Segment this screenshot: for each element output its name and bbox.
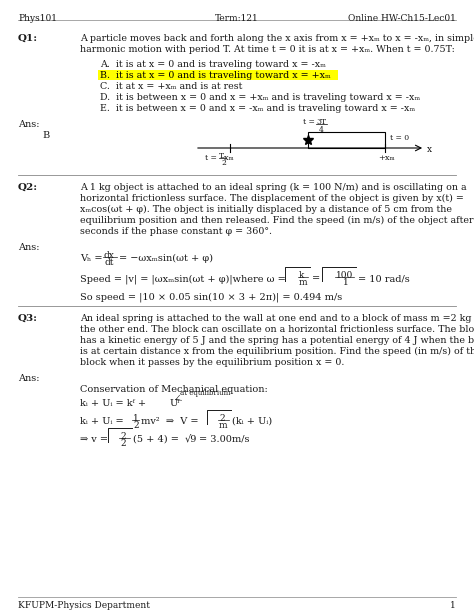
Text: So speed = |10 × 0.05 sin(10 × 3 + 2π)| = 0.494 m/s: So speed = |10 × 0.05 sin(10 × 3 + 2π)| … [80,292,342,302]
Text: the other end. The block can oscillate on a horizontal frictionless surface. The: the other end. The block can oscillate o… [80,325,474,334]
Text: t =: t = [205,154,217,162]
Text: =: = [312,274,320,283]
Text: Online HW-Ch15-Lec01: Online HW-Ch15-Lec01 [348,14,456,23]
Text: dx: dx [104,251,115,260]
Text: 2: 2 [120,439,126,448]
Text: dt: dt [105,258,115,267]
Text: Phys101: Phys101 [18,14,57,23]
Text: √9: √9 [185,435,197,444]
Text: Uᶠ: Uᶠ [170,399,181,408]
Text: equilibrium position and then released. Find the speed (in m/s) of the object af: equilibrium position and then released. … [80,216,474,225]
Text: 2: 2 [120,432,126,441]
Text: Ans:: Ans: [18,120,39,129]
Text: seconds if the phase constant φ = 360°.: seconds if the phase constant φ = 360°. [80,227,272,236]
Text: kᵢ + Uᵢ =: kᵢ + Uᵢ = [80,417,124,426]
Text: Q3:: Q3: [18,314,38,323]
Text: ⇒ v =: ⇒ v = [80,435,108,444]
Text: Q1:: Q1: [18,34,38,43]
Text: 2: 2 [219,414,225,423]
Text: kᵢ + Uᵢ = kᶠ +: kᵢ + Uᵢ = kᶠ + [80,399,146,408]
Text: Conservation of Mechanical equation:: Conservation of Mechanical equation: [80,385,268,394]
Text: +xₘ: +xₘ [379,154,395,162]
Text: C.  it at x = +xₘ and is at rest: C. it at x = +xₘ and is at rest [100,82,242,91]
Text: Speed = |v| = |ωxₘsin(ωt + φ)|where ω =: Speed = |v| = |ωxₘsin(ωt + φ)|where ω = [80,274,286,284]
Text: m: m [299,278,308,287]
Text: = −ωxₘsin(ωt + φ): = −ωxₘsin(ωt + φ) [119,254,213,263]
Text: is at certain distance x from the equilibrium position. Find the speed (in m/s) : is at certain distance x from the equili… [80,347,474,356]
Text: (5 + 4) =: (5 + 4) = [133,435,179,444]
Text: -xₘ: -xₘ [222,154,234,162]
Text: Ans:: Ans: [18,243,39,252]
Text: 1: 1 [133,414,139,423]
Text: D.  it is between x = 0 and x = +xₘ and is traveling toward x = -xₘ: D. it is between x = 0 and x = +xₘ and i… [100,93,420,102]
Text: has a kinetic energy of 5 J and the spring has a potential energy of 4 J when th: has a kinetic energy of 5 J and the spri… [80,336,474,345]
Text: B.  it is at x = 0 and is traveling toward x = +xₘ: B. it is at x = 0 and is traveling towar… [100,71,331,80]
Text: 100: 100 [336,271,353,280]
Text: Term:121: Term:121 [215,14,259,23]
Text: An ideal spring is attached to the wall at one end and to a block of mass m =2 k: An ideal spring is attached to the wall … [80,314,474,323]
Text: k: k [299,271,304,280]
Text: Q2:: Q2: [18,183,38,192]
Text: 1: 1 [450,601,456,610]
Text: mv²  ⇒  V =: mv² ⇒ V = [141,417,199,426]
Bar [308,132,385,148]
Text: 2: 2 [221,159,226,167]
Text: t =: t = [303,118,315,126]
Text: xₘcos(ωt + φ). The object is initially displaced by a distance of 5 cm from the: xₘcos(ωt + φ). The object is initially d… [80,205,452,214]
Bar [98,69,338,80]
Text: 2: 2 [133,421,138,430]
Text: block when it passes by the equilibrium position x = 0.: block when it passes by the equilibrium … [80,358,345,367]
Text: = 10 rad/s: = 10 rad/s [358,274,410,283]
Text: x: x [427,145,432,154]
Text: 3T: 3T [316,118,326,126]
Text: 1: 1 [343,278,349,287]
Text: horizontal frictionless surface. The displacement of the object is given by x(t): horizontal frictionless surface. The dis… [80,194,464,203]
Text: t = 0: t = 0 [390,134,409,142]
Text: = 3.00m/s: = 3.00m/s [199,435,249,444]
Text: KFUPM-Physics Department: KFUPM-Physics Department [18,601,150,610]
Text: harmonic motion with period T. At time t = 0 it is at x = +xₘ. When t = 0.75T:: harmonic motion with period T. At time t… [80,45,455,54]
Text: B: B [42,131,49,140]
Text: A 1 kg object is attached to an ideal spring (k = 100 N/m) and is oscillating on: A 1 kg object is attached to an ideal sp… [80,183,466,192]
Text: (kᵢ + Uᵢ): (kᵢ + Uᵢ) [232,417,272,426]
Text: A.  it is at x = 0 and is traveling toward x = -xₘ: A. it is at x = 0 and is traveling towar… [100,60,326,69]
Text: Vₕ =: Vₕ = [80,254,102,263]
Text: Ans:: Ans: [18,374,39,383]
Text: at equilibrium: at equilibrium [180,389,230,397]
Text: E.  it is between x = 0 and x = -xₘ and is traveling toward x = -xₘ: E. it is between x = 0 and x = -xₘ and i… [100,104,415,113]
Text: m: m [219,421,228,430]
Text: A particle moves back and forth along the x axis from x = +xₘ to x = -xₘ, in sim: A particle moves back and forth along th… [80,34,474,43]
Text: 4: 4 [319,126,324,134]
Text: T: T [219,152,224,160]
